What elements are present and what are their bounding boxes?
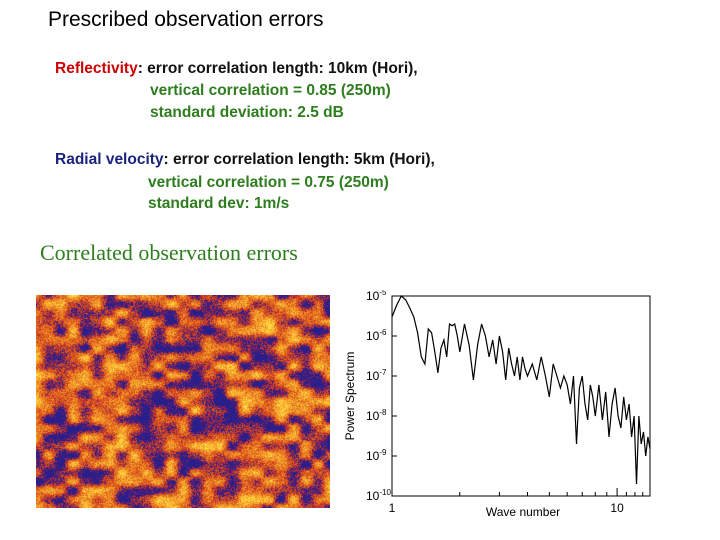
reflectivity-correlation-length: : error correlation length: 10km (Hori),: [137, 60, 418, 77]
y-axis-ticks: 10-5 10-6 10-7 10-8 10-9 10-10: [366, 290, 397, 503]
x-axis-label: Wave number: [486, 505, 560, 519]
spectrum-series-line: [391, 295, 651, 485]
x-axis-ticks: 1 10: [389, 488, 651, 515]
velocity-line-1: Radial velocity: error correlation lengt…: [55, 151, 435, 169]
power-spectrum-chart: 10-5 10-6 10-7 10-8 10-9 10-10 1 10 Wave numbe…: [343, 290, 651, 519]
reflectivity-label: Reflectivity: [55, 60, 138, 77]
section-subtitle: Correlated observation errors: [40, 240, 298, 265]
x-tick-label: 1: [389, 501, 396, 515]
y-tick-label: 10-7: [366, 368, 387, 383]
page-title: Prescribed observation errors: [48, 8, 324, 31]
y-tick-label: 10-8: [366, 408, 387, 423]
y-axis-label: Power Spectrum: [343, 352, 357, 441]
y-tick-label: 10-6: [366, 328, 387, 343]
plot-frame: [391, 295, 651, 497]
y-tick-label: 10-10: [366, 488, 391, 503]
y-tick-label: 10-5: [366, 290, 387, 303]
velocity-correlation-length: : error correlation length: 5km (Hori),: [163, 151, 435, 168]
reflectivity-standard-deviation: standard deviation: 2.5 dB: [150, 104, 344, 121]
velocity-label: Radial velocity: [55, 151, 164, 168]
reflectivity-vertical-correlation: vertical correlation = 0.85 (250m): [150, 82, 391, 99]
x-tick-label: 10: [610, 501, 624, 515]
correlated-error-heatmap: [36, 295, 330, 508]
velocity-vertical-correlation: vertical correlation = 0.75 (250m): [148, 174, 389, 191]
y-tick-label: 10-9: [366, 448, 387, 463]
velocity-standard-deviation: standard dev: 1m/s: [148, 195, 290, 212]
reflectivity-line-1: Reflectivity: error correlation length: …: [55, 60, 418, 78]
